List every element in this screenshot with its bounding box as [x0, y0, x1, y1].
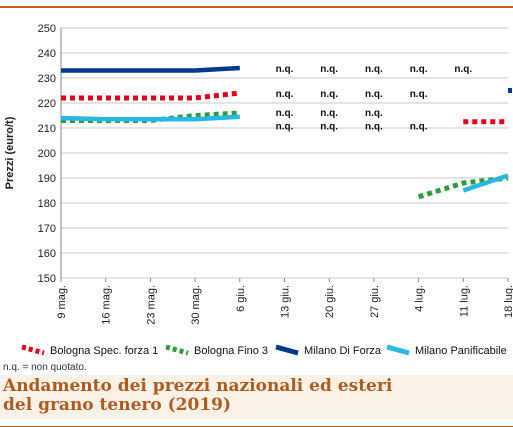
nq-annotation: n.q.: [365, 108, 383, 119]
series-2-line: [61, 65, 240, 73]
nq-annotation: n.q.: [454, 64, 472, 75]
nq-annotation: n.q.: [365, 64, 383, 75]
y-tick-label: 150: [38, 273, 56, 285]
x-tick-label: 18 lug.: [503, 285, 513, 318]
x-tick-label: 27 giu.: [369, 285, 381, 318]
legend-label: Bologna Fino 3: [194, 345, 268, 357]
x-tick-label: 16 mag.: [101, 285, 113, 325]
y-axis-label: Prezzi (euro/t): [4, 116, 16, 189]
y-tick-label: 220: [38, 98, 56, 110]
y-tick-label: 200: [38, 148, 56, 160]
series-3-line: [60, 114, 240, 122]
nq-annotation: n.q.: [320, 64, 338, 75]
caption-line-1: Andamento dei prezzi nazionali ed esteri: [3, 376, 393, 396]
legend-swatch: [386, 344, 410, 356]
caption-line-2: del grano tenero (2019): [3, 395, 232, 415]
nq-annotation: n.q.: [320, 122, 338, 133]
legend-label: Bologna Spec. forza 1: [50, 345, 158, 357]
nq-annotation: n.q.: [276, 89, 294, 100]
legend-swatch: [165, 344, 189, 356]
footnote: n.q. = non quotato.: [3, 362, 87, 373]
figure-caption: Andamento dei prezzi nazionali ed esteri…: [3, 377, 510, 415]
legend-label: Milano Panificabile: [415, 345, 507, 357]
y-tick-label: 180: [38, 198, 56, 210]
y-tick-label: 170: [38, 223, 56, 235]
series-3-line: [462, 173, 509, 193]
legend-swatch: [275, 344, 299, 356]
y-tick-label: 190: [38, 173, 56, 185]
nq-annotation: n.q.: [276, 108, 294, 119]
series-0-line: [61, 90, 241, 101]
x-tick-label: 9 mag.: [56, 285, 68, 319]
caption-background: [0, 375, 513, 419]
nq-annotation: n.q.: [410, 89, 428, 100]
top-rule: [0, 6, 513, 8]
nq-annotation: n.q.: [410, 122, 428, 133]
legend-label: Milano Di Forza: [304, 345, 382, 357]
x-tick-label: 6 giu.: [235, 285, 247, 312]
y-tick-label: 210: [38, 123, 56, 135]
nq-annotation: n.q.: [320, 89, 338, 100]
price-chart: 150 160 170 180 190 200 210 220 230 240 250 Prezzi …: [4, 23, 513, 357]
x-tick-label: 4 lug.: [414, 285, 426, 312]
nq-annotation: n.q.: [320, 108, 338, 119]
nq-annotation: n.q.: [365, 89, 383, 100]
x-tick-label: 30 mag.: [190, 285, 202, 325]
y-tick-label: 230: [38, 73, 56, 85]
y-tick-label: 240: [38, 48, 56, 60]
y-tick-label: 160: [38, 248, 56, 260]
x-tick-label: 20 giu.: [324, 285, 336, 318]
nq-annotation: n.q.: [410, 64, 428, 75]
nq-annotation: n.q.: [276, 64, 294, 75]
x-tick-label: 13 giu.: [280, 285, 292, 318]
y-tick-label: 250: [38, 23, 56, 35]
nq-annotation: n.q.: [365, 122, 383, 133]
x-tick-label: 23 mag.: [145, 285, 157, 325]
nq-annotation: n.q.: [276, 122, 294, 133]
legend-swatch: [21, 344, 45, 356]
x-tick-label: 11 lug.: [458, 285, 470, 317]
